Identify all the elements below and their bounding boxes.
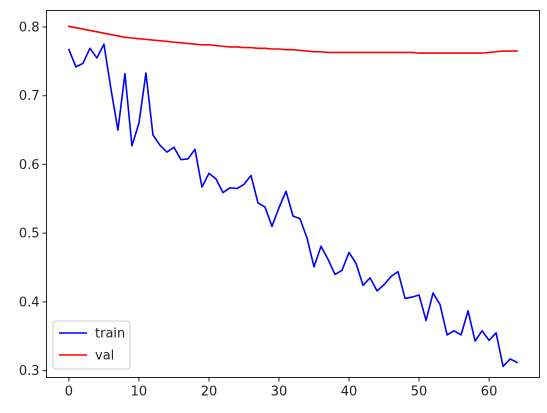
y-tick-label: 0.7 — [19, 89, 40, 104]
x-tick-label: 20 — [201, 385, 218, 400]
x-tick-label: 0 — [65, 385, 73, 400]
y-tick-label: 0.3 — [19, 364, 40, 379]
y-tick-label: 0.6 — [19, 158, 40, 173]
legend-label-train: train — [95, 327, 125, 342]
legend-label-val: val — [95, 349, 114, 364]
x-tick-label: 40 — [341, 385, 358, 400]
y-tick-label: 0.5 — [19, 227, 40, 242]
legend: train val — [52, 320, 131, 370]
series-line-train — [67, 43, 519, 368]
x-tick-label: 60 — [481, 385, 498, 400]
plot-frame — [46, 10, 540, 378]
x-axis: 0 10 20 30 40 50 60 — [65, 377, 498, 400]
y-tick-label: 0.8 — [19, 20, 40, 35]
series-line-val — [67, 25, 518, 54]
x-tick-label: 10 — [131, 385, 148, 400]
y-tick-label: 0.4 — [19, 295, 40, 310]
y-axis: 0.3 0.4 0.5 0.6 0.7 0.8 — [19, 20, 47, 379]
x-tick-label: 50 — [411, 385, 428, 400]
x-tick-label: 30 — [271, 385, 288, 400]
series-layer — [67, 25, 519, 368]
